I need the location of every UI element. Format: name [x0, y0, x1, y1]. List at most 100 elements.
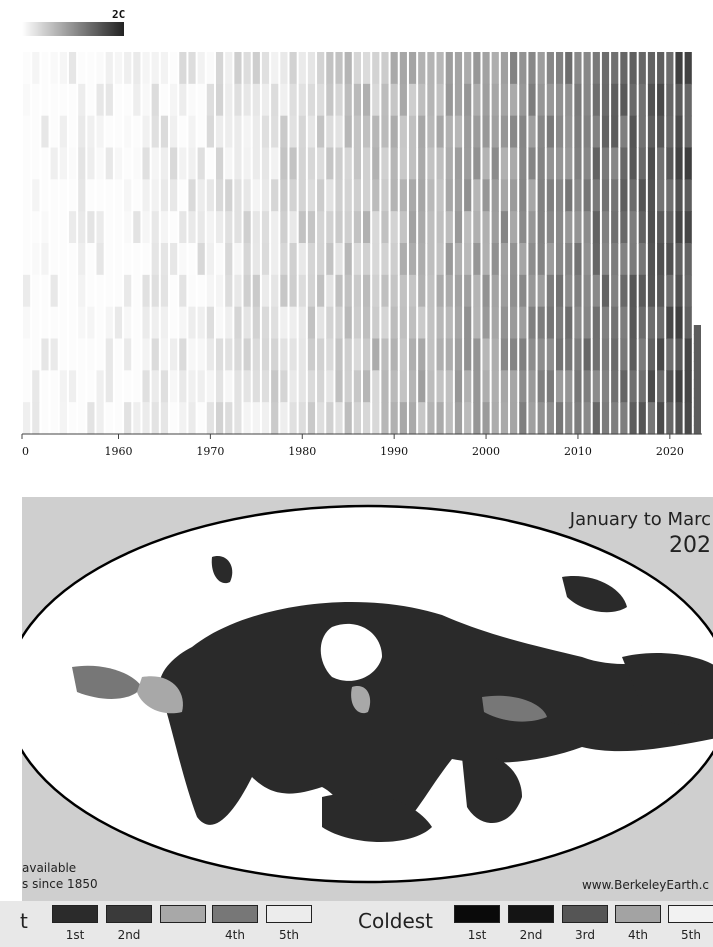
heatmap-cell	[427, 83, 435, 117]
heatmap-cell	[96, 274, 104, 308]
heatmap-cell	[482, 147, 490, 180]
heatmap-cell	[215, 402, 224, 435]
heatmap-cell	[464, 147, 472, 180]
heatmap-cell	[574, 243, 582, 276]
legend-swatch-label: 5th	[681, 928, 701, 942]
heatmap-cell	[289, 370, 297, 403]
heatmap-cell	[133, 179, 141, 212]
colorbar-gradient	[22, 22, 124, 36]
heatmap-cell	[418, 115, 426, 149]
heatmap-cell	[68, 402, 77, 435]
heatmap-cell	[335, 83, 343, 117]
heatmap-cell	[206, 211, 214, 244]
heatmap-cell	[510, 115, 518, 149]
heatmap-cell	[519, 338, 527, 371]
heatmap-cell	[546, 115, 554, 149]
heatmap-cell	[638, 338, 646, 371]
heatmap-cell	[647, 402, 656, 435]
legend-swatch	[615, 905, 661, 923]
heatmap-cell	[317, 83, 325, 117]
heatmap-cell	[510, 338, 518, 371]
heatmap-cell	[629, 274, 637, 308]
heatmap-cell	[611, 338, 619, 371]
heatmap-cell	[234, 147, 242, 180]
heatmap-cell	[105, 83, 113, 117]
heatmap-cell	[574, 274, 582, 308]
heatmap-year-column	[611, 52, 619, 435]
heatmap-year-column	[675, 52, 683, 435]
heatmap-cell	[105, 115, 113, 149]
heatmap-cell	[326, 243, 334, 276]
heatmap-cell	[32, 115, 40, 149]
heatmap-cell	[436, 370, 444, 403]
heatmap-cell	[666, 402, 674, 435]
heatmap-cell	[225, 243, 233, 276]
heatmap-cell	[454, 179, 463, 212]
heatmap-cell	[592, 83, 600, 117]
heatmap-cell	[372, 306, 380, 340]
heatmap-cell	[50, 147, 58, 180]
heatmap-cell	[611, 147, 619, 180]
heatmap-cell	[289, 338, 297, 371]
heatmap-cell	[96, 147, 104, 180]
heatmap-year-column	[390, 52, 398, 435]
heatmap-cell	[408, 402, 417, 435]
heatmap-cell	[59, 52, 67, 85]
x-tick-label: 1970	[196, 445, 224, 458]
heatmap-cell	[289, 402, 297, 435]
heatmap-cell	[234, 402, 242, 435]
heatmap-year-column	[510, 52, 518, 435]
heatmap-cell	[353, 211, 361, 244]
heatmap-cell	[657, 147, 665, 180]
heatmap-cell	[647, 179, 656, 212]
heatmap-cell	[482, 306, 490, 340]
heatmap-cell	[638, 147, 646, 180]
heatmap-cell	[390, 243, 398, 276]
heatmap-cell	[693, 361, 701, 372]
heatmap-cell	[280, 274, 288, 308]
heatmap-cell	[408, 83, 417, 117]
heatmap-year-column	[188, 52, 196, 435]
heatmap-cell	[436, 115, 444, 149]
heatmap-cell	[666, 338, 674, 371]
heatmap-cell	[399, 83, 407, 117]
heatmap-cell	[427, 243, 435, 276]
heatmap-cell	[574, 147, 582, 180]
heatmap-cell	[381, 370, 389, 403]
heatmap-year-column	[657, 52, 665, 435]
heatmap-cell	[601, 274, 610, 308]
heatmap-cell	[261, 402, 270, 435]
heatmap-cell	[436, 179, 444, 212]
heatmap-cell	[445, 306, 453, 340]
heatmap-cell	[693, 379, 701, 390]
rank-legend: t Coldest 1st 2nd 4th 5th 1st 2nd 3rd 4th 5th	[0, 901, 713, 947]
heatmap-cell	[160, 115, 169, 149]
heatmap-cell	[555, 243, 564, 276]
heatmap-year-column	[693, 325, 701, 435]
heatmap-year-column	[78, 52, 86, 435]
heatmap-cell	[133, 402, 141, 435]
heatmap-cell	[50, 243, 58, 276]
legend-swatch	[266, 905, 312, 923]
heatmap-cell	[537, 179, 545, 212]
legend-swatch	[562, 905, 608, 923]
heatmap-cell	[261, 306, 270, 340]
heatmap-cell	[427, 147, 435, 180]
heatmap-cell	[197, 402, 205, 435]
heatmap-cell	[381, 274, 389, 308]
heatmap-cell	[170, 402, 178, 435]
heatmap-cell	[252, 306, 260, 340]
heatmap-cell	[418, 274, 426, 308]
heatmap-cell	[261, 338, 270, 371]
heatmap-cell	[59, 338, 67, 371]
heatmap-cell	[133, 306, 141, 340]
heatmap-cell	[68, 338, 77, 371]
heatmap-cell	[555, 274, 564, 308]
heatmap-cell	[399, 338, 407, 371]
heatmap-cell	[114, 52, 123, 85]
heatmap-cell	[565, 370, 573, 403]
heatmap-cell	[427, 211, 435, 244]
heatmap-cell	[133, 83, 141, 117]
heatmap-cell	[96, 115, 104, 149]
heatmap-cell	[363, 402, 371, 435]
